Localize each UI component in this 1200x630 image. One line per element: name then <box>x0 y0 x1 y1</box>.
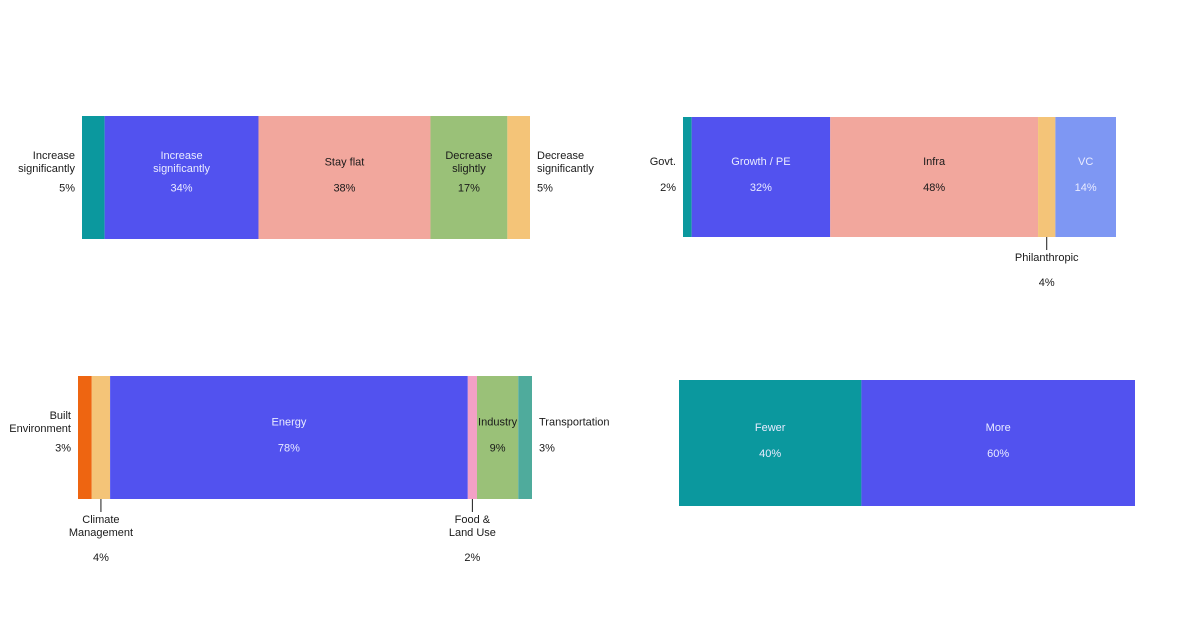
segment-value-vc-4: 14% <box>1075 182 1097 194</box>
segment-value-more-1: 60% <box>987 448 1009 460</box>
bar-segment-decrease-slightly-3 <box>430 116 508 239</box>
segment-value-growth-pe-1: 32% <box>750 182 772 194</box>
segment-label-decrease-significantly-4: Decrease significantly <box>537 150 594 175</box>
segment-value-built-environment-0: 3% <box>55 443 71 455</box>
segment-label-increase-significantly-1: Increase significantly <box>153 150 210 175</box>
chart-fewer-more: Fewer 40% More 60% <box>679 380 1135 506</box>
segment-label-increase-significantly-0: Increase significantly <box>18 150 75 175</box>
segment-label-industry-4: Industry <box>478 417 518 429</box>
chart-outlook: Increase significantly 5% Increase significa… <box>18 116 594 239</box>
segment-value-fewer-0: 40% <box>759 448 781 460</box>
bar-segment-increase-significantly-0 <box>82 116 105 239</box>
segment-label-infra-2: Infra <box>923 156 946 168</box>
segment-value-industry-4: 9% <box>490 443 506 455</box>
chart-capital-source: Govt. 2% Growth / PE 32% Infra 48% Philanthrop… <box>650 117 1116 289</box>
segment-value-govt-0: 2% <box>660 182 676 194</box>
bar-segment-transportation-5 <box>518 376 532 499</box>
segment-label-built-environment-0: Built Environment <box>9 410 71 435</box>
segment-value-climate-management-1: 4% <box>93 552 109 564</box>
segment-value-infra-2: 48% <box>923 182 945 194</box>
bar-segment-fewer-0 <box>679 380 862 506</box>
segment-value-philanthropic-3: 4% <box>1039 277 1055 289</box>
segment-label-philanthropic-3: Philanthropic <box>1015 252 1079 264</box>
chart-sector: Built Environment 3% Climate Management 4% Ene… <box>9 376 610 564</box>
bar-segment-built-environment-0 <box>78 376 92 499</box>
segment-label-vc-4: VC <box>1078 156 1093 168</box>
segment-value-stay-flat-2: 38% <box>333 183 355 195</box>
bar-segment-industry-4 <box>476 376 519 499</box>
bar-segment-increase-significantly-1 <box>104 116 259 239</box>
segment-label-transportation-5: Transportation <box>539 417 610 429</box>
bar-segment-infra-2 <box>830 117 1039 237</box>
segment-label-growth-pe-1: Growth / PE <box>731 156 790 168</box>
segment-value-energy-2: 78% <box>278 443 300 455</box>
segment-label-stay-flat-2: Stay flat <box>325 157 365 169</box>
bar-segment-stay-flat-2 <box>258 116 431 239</box>
bar-segment-philanthropic-3 <box>1038 117 1056 237</box>
segment-value-food-land-use-3: 2% <box>464 552 480 564</box>
bar-segment-energy-2 <box>110 376 468 499</box>
segment-value-decrease-significantly-4: 5% <box>537 183 553 195</box>
segment-label-more-1: More <box>986 422 1011 434</box>
segment-value-increase-significantly-0: 5% <box>59 183 75 195</box>
bar-segment-govt-0 <box>683 117 692 237</box>
bar-segment-climate-management-1 <box>91 376 111 499</box>
bar-segment-vc-4 <box>1055 117 1116 237</box>
bar-segment-decrease-significantly-4 <box>507 116 530 239</box>
segment-label-energy-2: Energy <box>272 417 307 429</box>
segment-value-increase-significantly-1: 34% <box>171 183 193 195</box>
bar-segment-growth-pe-1 <box>691 117 831 237</box>
segment-value-transportation-5: 3% <box>539 443 555 455</box>
segment-label-fewer-0: Fewer <box>755 422 786 434</box>
segment-label-climate-management-1: Climate Management <box>69 514 133 539</box>
bar-segment-more-1 <box>861 380 1135 506</box>
segment-value-decrease-slightly-3: 17% <box>458 183 480 195</box>
segment-label-decrease-slightly-3: Decrease slightly <box>445 150 492 175</box>
segment-label-food-land-use-3: Food & Land Use <box>449 514 496 539</box>
segment-label-govt-0: Govt. <box>650 156 676 168</box>
bar-segment-food-land-use-3 <box>467 376 477 499</box>
